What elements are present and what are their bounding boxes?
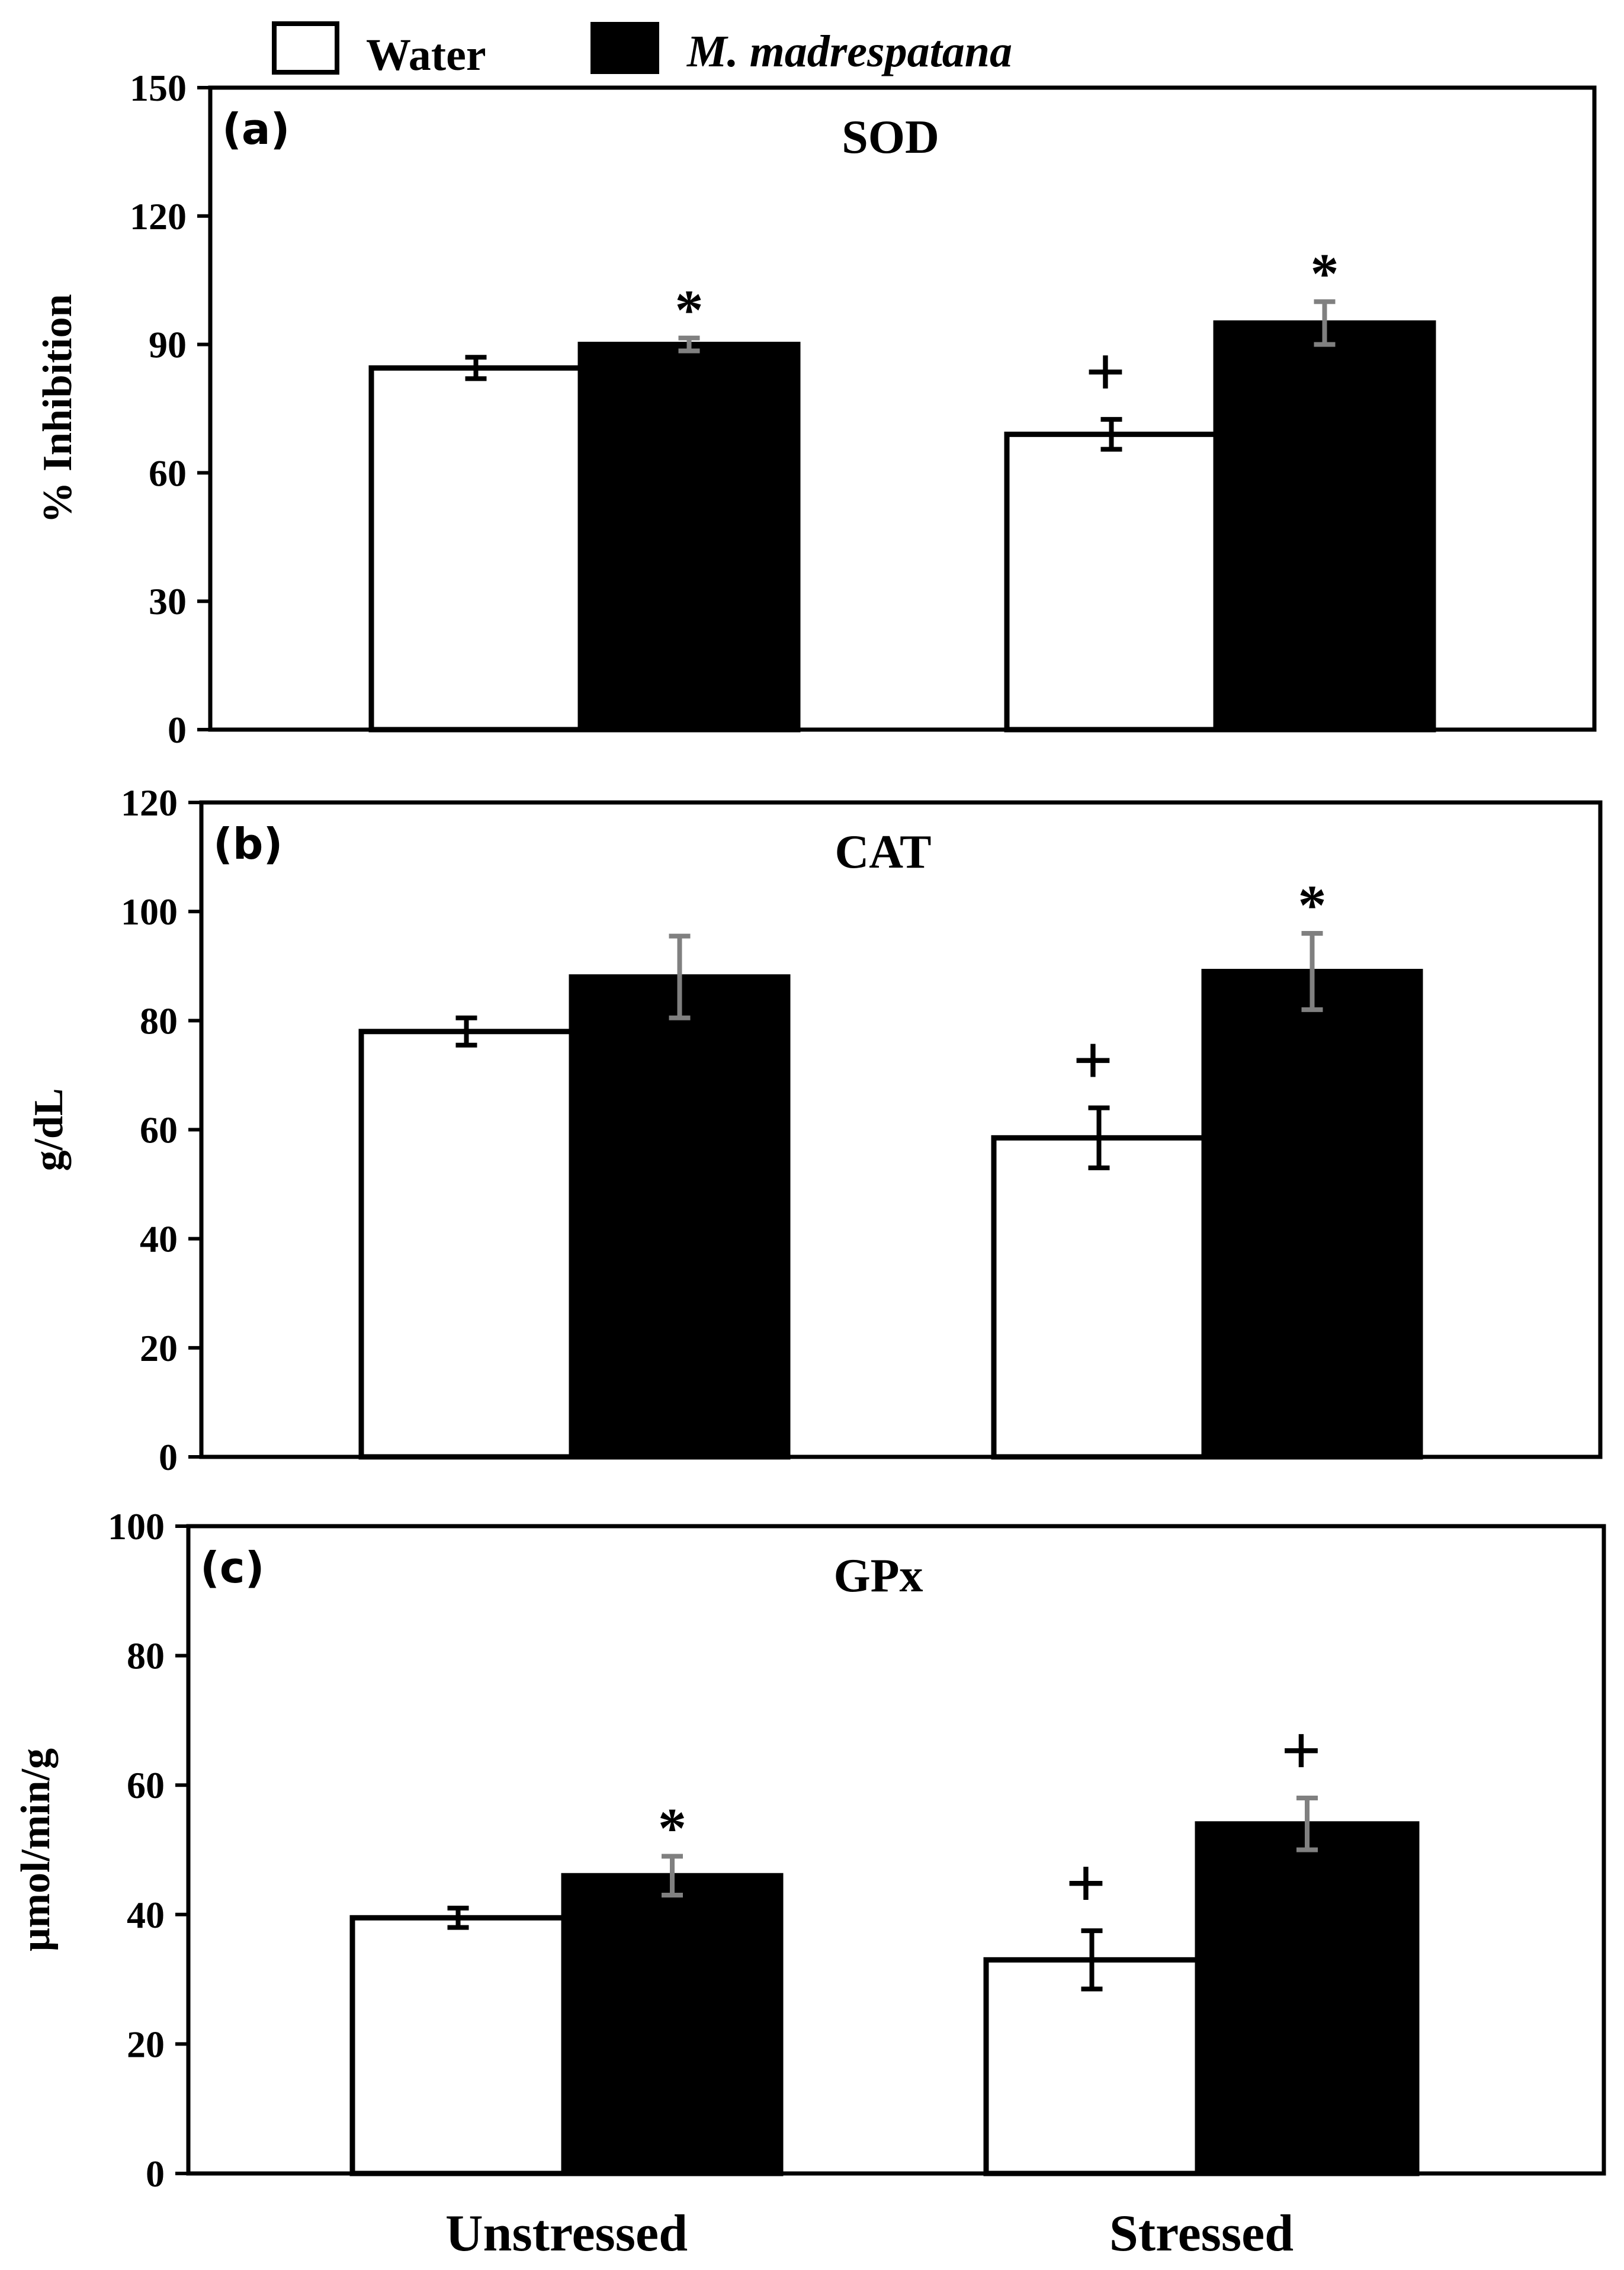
panel-b-title: CAT — [835, 826, 932, 878]
panel-b-bar-mm-stressed — [1201, 968, 1423, 1460]
panel-a-ylabel: % Inhibition — [35, 294, 81, 523]
panel-b: 0 20 40 60 80 100 120 g/dL CAT (b) + * — [26, 782, 1603, 1478]
panel-a-title: SOD — [842, 111, 939, 163]
panel-b-bar-water-unstressed — [358, 1029, 575, 1460]
legend-swatch-mm — [590, 22, 659, 74]
panel-c-significance-mark: + — [1065, 1844, 1106, 1922]
panel-c-significance-mark: * — [658, 1796, 686, 1860]
panel-a-significance-mark: * — [675, 278, 704, 342]
panels: 0 30 60 90 120 150 % Inhibition SOD (a) * + * 0 20 40 6… — [13, 67, 1606, 2262]
legend: Water M. madrespatana — [272, 21, 1012, 80]
panel-a-significance-mark: * — [1311, 242, 1339, 305]
panel-a-bar-water-unstressed — [368, 365, 583, 733]
panel-c-significance-mark: + — [1281, 1711, 1321, 1790]
panel-c-ytick-label: 0 — [146, 2153, 165, 2195]
panel-c-ytick-label: 100 — [108, 1505, 165, 1547]
panel-c-ylabel: μmol/min/g — [13, 1748, 59, 1951]
panel-b-ytick-label: 60 — [140, 1109, 178, 1151]
panel-b-ytick-label: 0 — [159, 1436, 178, 1478]
panel-b-ytick-label: 20 — [140, 1327, 178, 1369]
panel-a-letter: (a) — [222, 104, 290, 154]
panel-c-bar-water-unstressed — [349, 1915, 567, 2176]
panel-a-significance-mark: + — [1085, 332, 1125, 411]
panel-b-ytick-label: 120 — [121, 782, 178, 824]
panel-b-ytick-label: 80 — [140, 1000, 178, 1042]
panel-a-ytick-label: 0 — [168, 709, 187, 751]
panel-a-ytick-label: 30 — [149, 580, 187, 622]
panel-a-bar-water-stressed — [1004, 431, 1219, 733]
panel-c-bar-water-stressed — [983, 1957, 1201, 2176]
panel-a-ytick-label: 90 — [149, 324, 187, 366]
panel-c-ytick-label: 60 — [127, 1764, 165, 1806]
panel-b-bar-water-stressed — [991, 1135, 1207, 1460]
panel-c-xlabel-unstressed: Unstressed — [445, 2205, 688, 2262]
panel-c-ytick-label: 80 — [127, 1635, 165, 1677]
panel-b-significance-mark: + — [1073, 1021, 1113, 1100]
legend-label-water: Water — [366, 30, 486, 80]
panel-c-letter: (c) — [200, 1543, 265, 1592]
legend-label-mm: M. madrespatana — [686, 27, 1012, 76]
panel-c-bar-mm-stressed — [1195, 1821, 1420, 2176]
panel-b-letter: (b) — [213, 819, 283, 869]
panel-a: 0 30 60 90 120 150 % Inhibition SOD (a) * + * — [35, 67, 1597, 751]
panel-b-significance-mark: * — [1298, 874, 1327, 937]
legend-swatch-water — [272, 21, 339, 75]
panel-c-ytick-label: 20 — [127, 2023, 165, 2065]
panel-c-ytick-label: 40 — [127, 1894, 165, 1936]
panel-a-ytick-label: 120 — [130, 195, 187, 237]
panel-a-bar-mm-unstressed — [577, 342, 801, 733]
panel-c-xlabel-stressed: Stressed — [1109, 2205, 1294, 2262]
panel-b-ytick-label: 100 — [121, 891, 178, 933]
panel-c: 0 20 40 60 80 100 μmol/min/g GPx (c) * Unstressed +… — [13, 1505, 1606, 2262]
panel-c-bar-mm-unstressed — [561, 1873, 784, 2176]
panel-b-ytick-label: 40 — [140, 1218, 178, 1260]
panel-a-ytick-label: 60 — [149, 452, 187, 494]
panel-b-bar-mm-unstressed — [569, 974, 791, 1460]
panel-a-bar-mm-stressed — [1213, 320, 1436, 733]
panel-c-title: GPx — [833, 1550, 923, 1602]
panel-b-ylabel: g/dL — [26, 1088, 72, 1171]
panel-c-frame — [186, 1524, 1606, 2176]
panel-a-ytick-label: 150 — [130, 67, 187, 109]
panel-a-frame — [208, 85, 1597, 732]
